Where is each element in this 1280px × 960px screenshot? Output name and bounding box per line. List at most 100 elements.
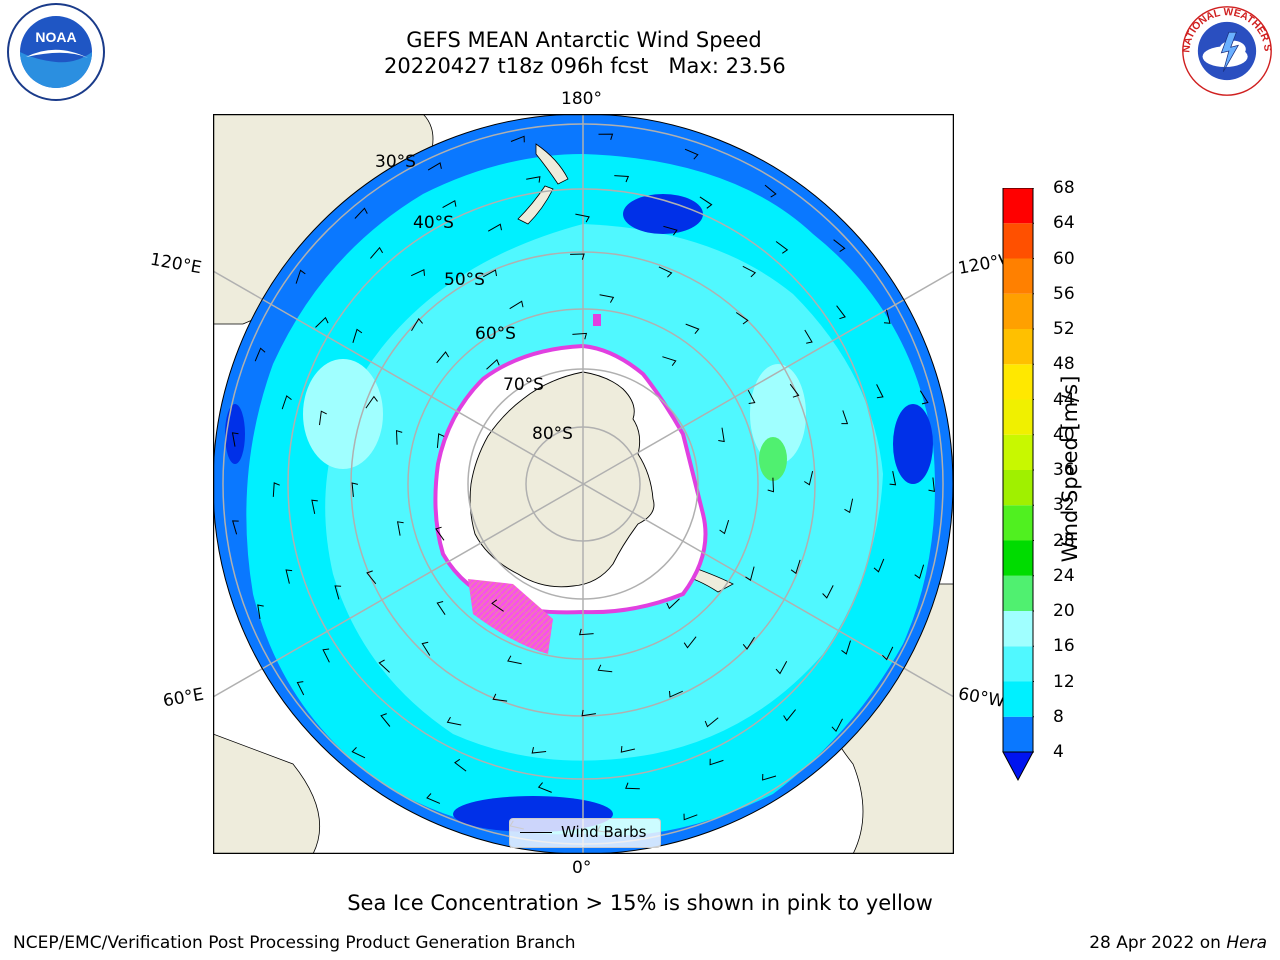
wind-barb	[841, 410, 849, 425]
lat-label-70s: 70°S	[503, 375, 544, 395]
wind-barb	[683, 636, 697, 649]
colorbar-tick-label: 36	[1053, 460, 1075, 480]
wind-barb	[410, 269, 425, 277]
date-label: 28 Apr 2022 on	[1089, 933, 1227, 953]
wind-barb	[742, 265, 757, 278]
colorbar-tick-label: 40	[1053, 424, 1075, 445]
wind-barb	[575, 213, 590, 223]
lon-label-60w: 60°W	[956, 684, 1007, 712]
wind-barb	[762, 773, 777, 781]
map-frame-border	[213, 114, 954, 854]
wind-field-16-20-b	[750, 364, 806, 464]
lat-label-50s: 50°S	[444, 270, 485, 290]
colorbar-tick-label: 64	[1053, 213, 1075, 234]
legend-wind-barb-line	[520, 832, 552, 833]
wind-barb	[804, 470, 814, 486]
wind-barb	[836, 305, 846, 320]
lon-label-60e: 60°E	[161, 684, 206, 712]
colorbar-segment	[1003, 611, 1033, 647]
colorbar-tick-label: 24	[1053, 565, 1075, 586]
colorbar-segment	[1003, 540, 1033, 576]
wind-barb	[442, 200, 457, 209]
lat-label-40s: 40°S	[413, 213, 454, 233]
wind-barb	[883, 309, 891, 324]
land-africa-corner	[213, 733, 321, 854]
wind-barb	[876, 384, 884, 399]
colorbar-segment	[1003, 646, 1033, 682]
wind-barb	[662, 356, 677, 366]
colorbar-segment	[1003, 505, 1033, 541]
wind-barb	[831, 718, 843, 733]
wind-barb	[315, 316, 329, 328]
wind-barb	[699, 196, 713, 209]
wind-barb	[352, 328, 363, 343]
wind-barb	[322, 648, 330, 663]
wind-barb	[658, 266, 673, 278]
wind-barb	[742, 636, 755, 650]
wind-barb	[232, 520, 239, 535]
wind-barb	[666, 598, 680, 610]
wind-barb	[889, 470, 897, 486]
colorbar-tick-label: 60	[1053, 248, 1075, 269]
noaa-logo-text: NOAA	[35, 29, 76, 45]
wind-barb	[482, 269, 497, 278]
sea-ice-patch	[593, 314, 601, 326]
wind-barb	[804, 329, 813, 344]
wind-barb	[928, 477, 935, 493]
wind-barb	[579, 628, 594, 636]
colorbar-tick-label: 68	[1053, 178, 1075, 198]
meridians	[213, 114, 954, 854]
lon-label-120e: 120°E	[148, 249, 204, 279]
colorbar-segment	[1003, 223, 1033, 259]
wind-barb	[719, 519, 730, 535]
wind-barb	[704, 717, 719, 728]
sea-ice-weddell	[468, 579, 553, 654]
wind-barb	[844, 498, 854, 514]
land-new-zealand	[517, 143, 569, 225]
wind-barb	[296, 681, 305, 696]
wind-barb	[411, 317, 423, 332]
wind-barb	[487, 223, 502, 232]
lon-label-180: 180°	[561, 89, 602, 109]
wind-barb	[454, 758, 467, 772]
wind-barb	[365, 395, 378, 409]
colorbar-tick-label: 52	[1053, 319, 1075, 339]
wind-barb	[663, 225, 678, 236]
wind-barb	[257, 604, 264, 619]
wind-barb	[272, 482, 280, 497]
wind-field-below-4-d	[225, 404, 245, 464]
wind-barb	[421, 641, 431, 656]
colorbar-segment	[1003, 681, 1033, 717]
colorbar-tick-label: 48	[1053, 354, 1075, 375]
wind-barb	[598, 133, 614, 140]
map-panel: 180° 0° 120°E 120°W 60°E 60°W 30°S 40°S …	[149, 89, 1017, 878]
colorbar-segment	[1003, 575, 1033, 611]
wind-barb	[281, 395, 292, 410]
wind-barb	[380, 713, 391, 727]
wind-barb	[790, 559, 801, 575]
nws-logo: NATIONAL WEATHER SERVICE	[1180, 4, 1273, 96]
wind-barb	[254, 347, 266, 362]
colorbar-tick-label: 8	[1053, 706, 1064, 727]
polar-map	[213, 114, 954, 854]
colorbar-title: Wind Speed [m/s]	[1058, 375, 1082, 563]
lat-label-60s: 60°S	[475, 324, 516, 344]
wind-barb	[581, 709, 596, 717]
wind-barb	[614, 175, 630, 183]
wind-barb	[351, 482, 359, 497]
wind-barb	[767, 477, 775, 493]
wind-field-below-4-b	[893, 404, 933, 484]
wind-barb	[747, 389, 756, 404]
lon-label-0: 0°	[572, 858, 592, 878]
wind-barb	[597, 664, 613, 673]
colorbar	[1002, 188, 1034, 782]
wind-barb	[526, 176, 541, 183]
noaa-logo: NOAA	[7, 3, 105, 101]
lat-label-80s: 80°S	[532, 424, 573, 444]
wind-barbs	[231, 133, 935, 834]
colorbar-segment	[1003, 258, 1033, 294]
colorbar-segment	[1003, 364, 1033, 400]
wind-barb	[491, 599, 504, 612]
wind-barb	[370, 246, 384, 259]
chart-subtitle: 20220427 t18z 096h fcst Max: 23.56	[384, 54, 786, 78]
